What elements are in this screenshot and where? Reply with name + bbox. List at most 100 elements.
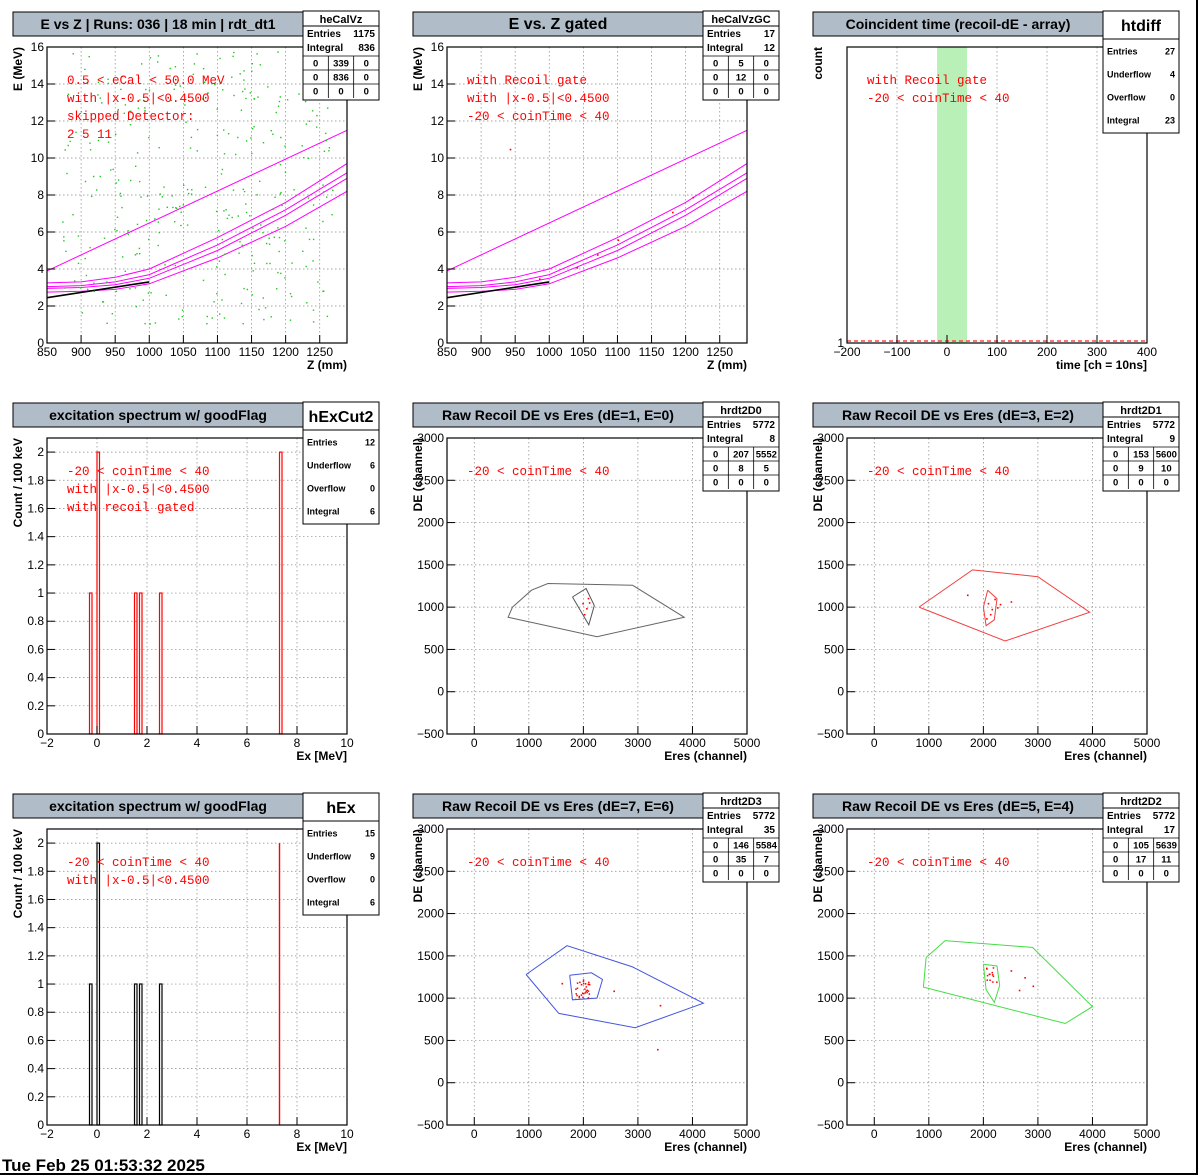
stats-matrix-cell: 0	[764, 869, 769, 880]
stats-row-label: Integral	[707, 434, 743, 445]
scatter-point	[139, 253, 141, 255]
scatter-point	[93, 290, 96, 293]
y-tick-label: 1.6	[27, 892, 44, 906]
scatter-point	[74, 280, 76, 282]
stats-row-label: Integral	[707, 43, 743, 54]
annotation-text: 0.5 < eCal < 50.0 MeV	[67, 74, 225, 88]
scatter-point	[221, 238, 224, 241]
footer-timestamp: Tue Feb 25 01:53:32 2025	[2, 1156, 205, 1175]
scatter-point	[194, 200, 196, 203]
scatter-point	[85, 274, 88, 277]
scatter-point	[170, 99, 173, 102]
scatter-point	[274, 196, 276, 198]
scatter-point	[312, 260, 314, 262]
x-tick-label: 10	[340, 1127, 354, 1141]
y-axis-label: Count / 100 keV	[11, 438, 25, 527]
scatter-point	[115, 290, 118, 293]
scatter-point	[243, 79, 245, 81]
y-tick-label: 16	[431, 40, 445, 54]
annotation-text: skipped Detector:	[67, 110, 195, 124]
x-tick-label: 4	[194, 736, 201, 750]
scatter-point	[215, 210, 218, 213]
x-tick-label: 2	[144, 736, 151, 750]
x-tick-label: 6	[244, 1127, 251, 1141]
scatter-point	[172, 206, 174, 209]
scatter-point	[202, 279, 205, 282]
scatter-point	[107, 141, 110, 143]
scatter-point	[582, 979, 585, 981]
scatter-point	[243, 70, 245, 72]
stats-matrix-cell: 0	[1113, 450, 1118, 461]
x-tick-label: 1000	[136, 345, 163, 359]
scatter-point	[157, 221, 159, 223]
scatter-point	[259, 180, 261, 182]
scatter-point	[181, 309, 184, 311]
y-tick-label: 0	[437, 1076, 444, 1090]
stats-matrix-cell: 105	[1133, 841, 1150, 852]
title-box	[12, 11, 304, 37]
scatter-point	[586, 991, 588, 994]
scatter-point	[196, 150, 198, 152]
scatter-point	[585, 986, 588, 988]
scatter-point	[275, 111, 277, 114]
x-tick-label: 0	[94, 736, 101, 750]
scatter-point	[272, 133, 274, 135]
scatter-point	[202, 67, 205, 70]
scatter-point	[298, 93, 300, 95]
scatter-point	[242, 323, 244, 325]
scatter-point	[154, 322, 157, 324]
scatter-point	[277, 51, 279, 53]
scatter-point	[164, 214, 167, 217]
stats-matrix-cell: 0	[313, 87, 318, 98]
scatter-point	[597, 254, 599, 256]
stats-matrix-cell: 0	[1164, 869, 1169, 880]
scatter-point	[992, 981, 994, 983]
scatter-point	[576, 267, 579, 269]
scatter-point	[253, 98, 256, 100]
scatter-point	[986, 968, 988, 970]
scatter-point	[62, 221, 64, 223]
scatter-point	[101, 102, 103, 104]
x-tick-label: −2	[40, 736, 54, 750]
y-tick-label: 2500	[417, 473, 444, 487]
y-tick-label: 2	[37, 299, 44, 313]
x-tick-label: 950	[505, 345, 525, 359]
scatter-point	[587, 597, 590, 600]
scatter-point	[180, 224, 182, 227]
kinematic-line	[446, 190, 748, 293]
stats-row-label: Entries	[307, 29, 341, 40]
x-tick-label: 4000	[1079, 736, 1106, 750]
scatter-point	[206, 315, 208, 318]
scatter-point	[992, 967, 995, 969]
scatter-point	[216, 108, 218, 110]
stats-row-value: 5772	[1153, 811, 1176, 822]
scatter-point	[238, 252, 240, 254]
scatter-point	[326, 315, 329, 318]
scatter-point	[312, 321, 315, 323]
scatter-point	[582, 992, 584, 994]
x-tick-label: 1000	[515, 1127, 542, 1141]
stats-row-label: Integral	[707, 825, 743, 836]
scatter-point	[278, 236, 281, 239]
scatter-point	[139, 180, 141, 183]
scatter-point	[189, 147, 192, 149]
y-tick-label: 0.8	[27, 614, 44, 628]
scatter-point	[214, 83, 216, 86]
y-tick-label: 1.8	[27, 473, 44, 487]
stats-matrix-cell: 5600	[1156, 450, 1177, 461]
scatter-point	[989, 973, 991, 976]
plot-frame	[446, 828, 748, 1126]
stats-matrix-cell: 0	[1138, 478, 1143, 489]
scatter-point	[331, 214, 333, 216]
annotation-text: with Recoil gate	[467, 74, 587, 88]
scatter-point	[164, 264, 166, 266]
scatter-point	[279, 163, 282, 166]
y-tick-label: −500	[417, 727, 444, 741]
plot-area	[447, 438, 747, 734]
scatter-point	[180, 211, 182, 213]
y-tick-label: 500	[824, 642, 844, 656]
stats-row-value: 17	[764, 29, 776, 40]
chart-title: Raw Recoil DE vs Eres (dE=7, E=6)	[442, 798, 674, 814]
x-tick-label: 2000	[970, 736, 997, 750]
